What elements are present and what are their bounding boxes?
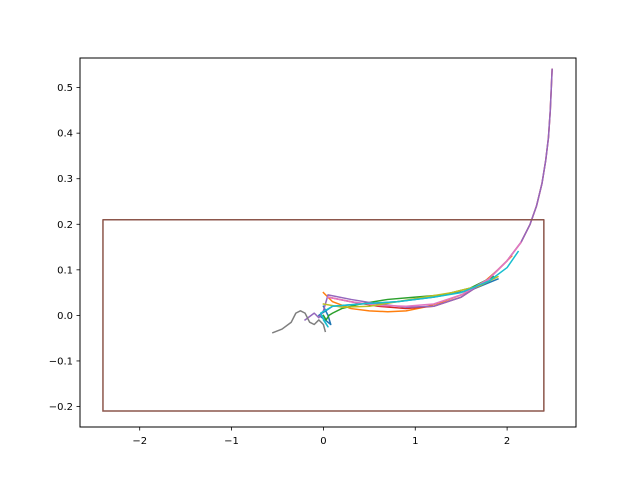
y-tick-label: 0.5 (57, 83, 73, 94)
series-line-6 (102, 218, 545, 412)
x-tick-label: 0 (320, 436, 326, 447)
y-tick-label: −0.1 (49, 356, 73, 367)
series-line-8 (271, 310, 327, 334)
y-tick-label: −0.2 (49, 402, 73, 413)
y-tick-label: 0.4 (57, 129, 73, 140)
x-tick-label: −2 (132, 436, 147, 447)
x-tick-label: −1 (224, 436, 239, 447)
series-line-7 (327, 241, 522, 308)
x-tick-label: 2 (504, 436, 510, 447)
plot-frame (79, 57, 577, 428)
y-tick-label: 0.2 (57, 220, 73, 231)
series-layer (102, 68, 553, 412)
y-tick-label: 0.1 (57, 265, 73, 276)
x-tick-label: 1 (412, 436, 418, 447)
y-tick-label: 0.3 (57, 174, 73, 185)
y-tick-label: 0.0 (57, 311, 73, 322)
series-line-10 (319, 250, 520, 328)
series-line-5 (303, 68, 553, 321)
x-axis: −2 −1 0 1 2 (132, 427, 510, 447)
y-axis: −0.2 −0.1 0.0 0.1 0.2 0.3 0.4 0.5 (49, 83, 80, 413)
